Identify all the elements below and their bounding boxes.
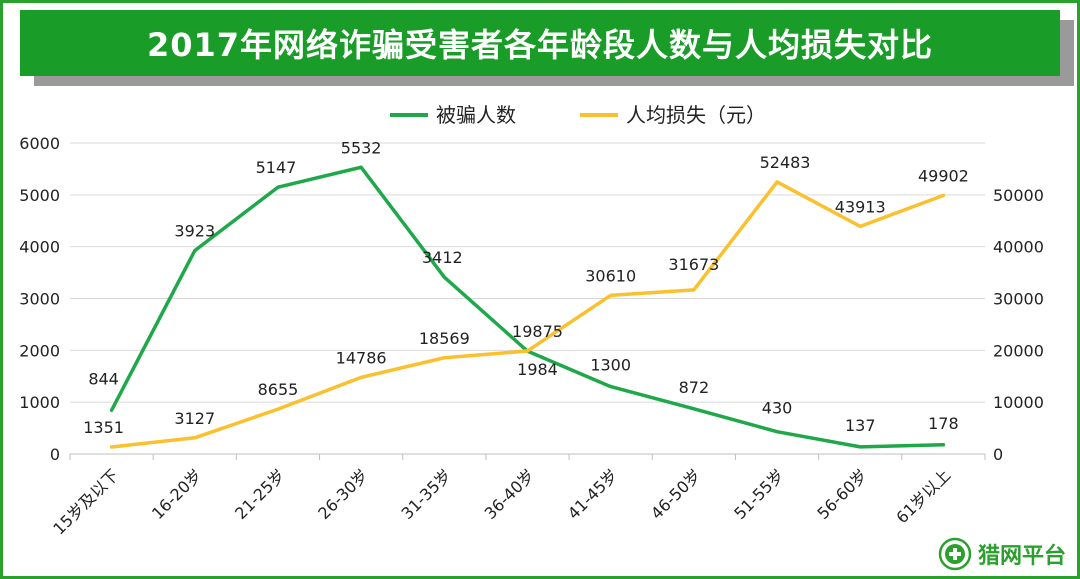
data-label: 844 [88, 369, 119, 388]
data-label: 1351 [83, 418, 124, 437]
legend: 被骗人数 人均损失（元） [390, 103, 766, 127]
data-label: 3923 [174, 222, 215, 241]
data-label: 5147 [256, 158, 297, 177]
chart-title: 2017年网络诈骗受害者各年龄段人数与人均损失对比 [146, 26, 934, 64]
y-right-tick-label: 50000 [993, 186, 1044, 205]
data-label: 14786 [336, 348, 387, 367]
data-label: 3127 [174, 409, 215, 428]
data-labels-layer: 844 3923 5147 5532 3412 1984 1300 872 430 137 178 1… [83, 138, 969, 437]
x-tick-label: 46-50岁 [647, 465, 705, 523]
x-tick-label: 51-55岁 [730, 465, 788, 523]
y-left-tick-label: 2000 [19, 341, 60, 360]
series-line-2 [109, 180, 946, 449]
data-label: 18569 [419, 329, 470, 348]
data-label: 430 [762, 399, 793, 418]
x-tick-label: 61岁以上 [892, 465, 954, 527]
y-left-tick-label: 5000 [19, 186, 60, 205]
y-left-tick-label: 3000 [19, 290, 60, 309]
data-label: 43913 [835, 197, 886, 216]
data-label: 8655 [258, 380, 299, 399]
brand-logo: 猎网平台 [938, 537, 1066, 571]
data-label: 3412 [422, 248, 463, 267]
brand-logo-text: 猎网平台 [977, 544, 1066, 569]
x-tick-label: 15岁及以下 [49, 465, 122, 538]
series-line-1 [109, 165, 946, 449]
data-label: 5532 [341, 138, 382, 157]
data-label: 1300 [590, 356, 631, 375]
data-label: 137 [845, 416, 876, 435]
shield-plus-icon [938, 537, 972, 571]
y-left-tick-label: 6000 [19, 134, 60, 153]
legend-label: 被骗人数 [436, 103, 516, 127]
x-tick-label: 26-30岁 [314, 465, 372, 523]
data-label: 872 [679, 378, 710, 397]
y-right-tick-label: 40000 [993, 238, 1044, 257]
data-label: 178 [928, 414, 959, 433]
series-layer [109, 165, 946, 449]
x-tick-label: 16-20岁 [148, 465, 206, 523]
y-right-tick-label: 10000 [993, 393, 1044, 412]
data-label: 19875 [512, 322, 563, 341]
data-label: 30610 [585, 266, 636, 285]
y-right-tick-label: 30000 [993, 290, 1044, 309]
data-label: 1984 [517, 360, 558, 379]
y-right-tick-label: 0 [993, 445, 1003, 464]
x-tick-label: 21-25岁 [231, 465, 289, 523]
x-tick-label: 41-45岁 [564, 465, 622, 523]
legend-label: 人均损失（元） [626, 103, 766, 127]
y-left-tick-label: 0 [50, 445, 60, 464]
data-label: 31673 [668, 255, 719, 274]
x-tick-label: 31-35岁 [398, 465, 456, 523]
data-label: 52483 [760, 153, 811, 172]
y-left-tick-label: 1000 [19, 393, 60, 412]
x-tick-label: 56-60岁 [813, 465, 871, 523]
title-bar: 2017年网络诈骗受害者各年龄段人数与人均损失对比 [20, 10, 1060, 76]
x-tick-label: 36-40岁 [481, 465, 539, 523]
y-left-tick-label: 4000 [19, 238, 60, 257]
data-label: 49902 [918, 166, 969, 185]
y-right-tick-label: 20000 [993, 341, 1044, 360]
